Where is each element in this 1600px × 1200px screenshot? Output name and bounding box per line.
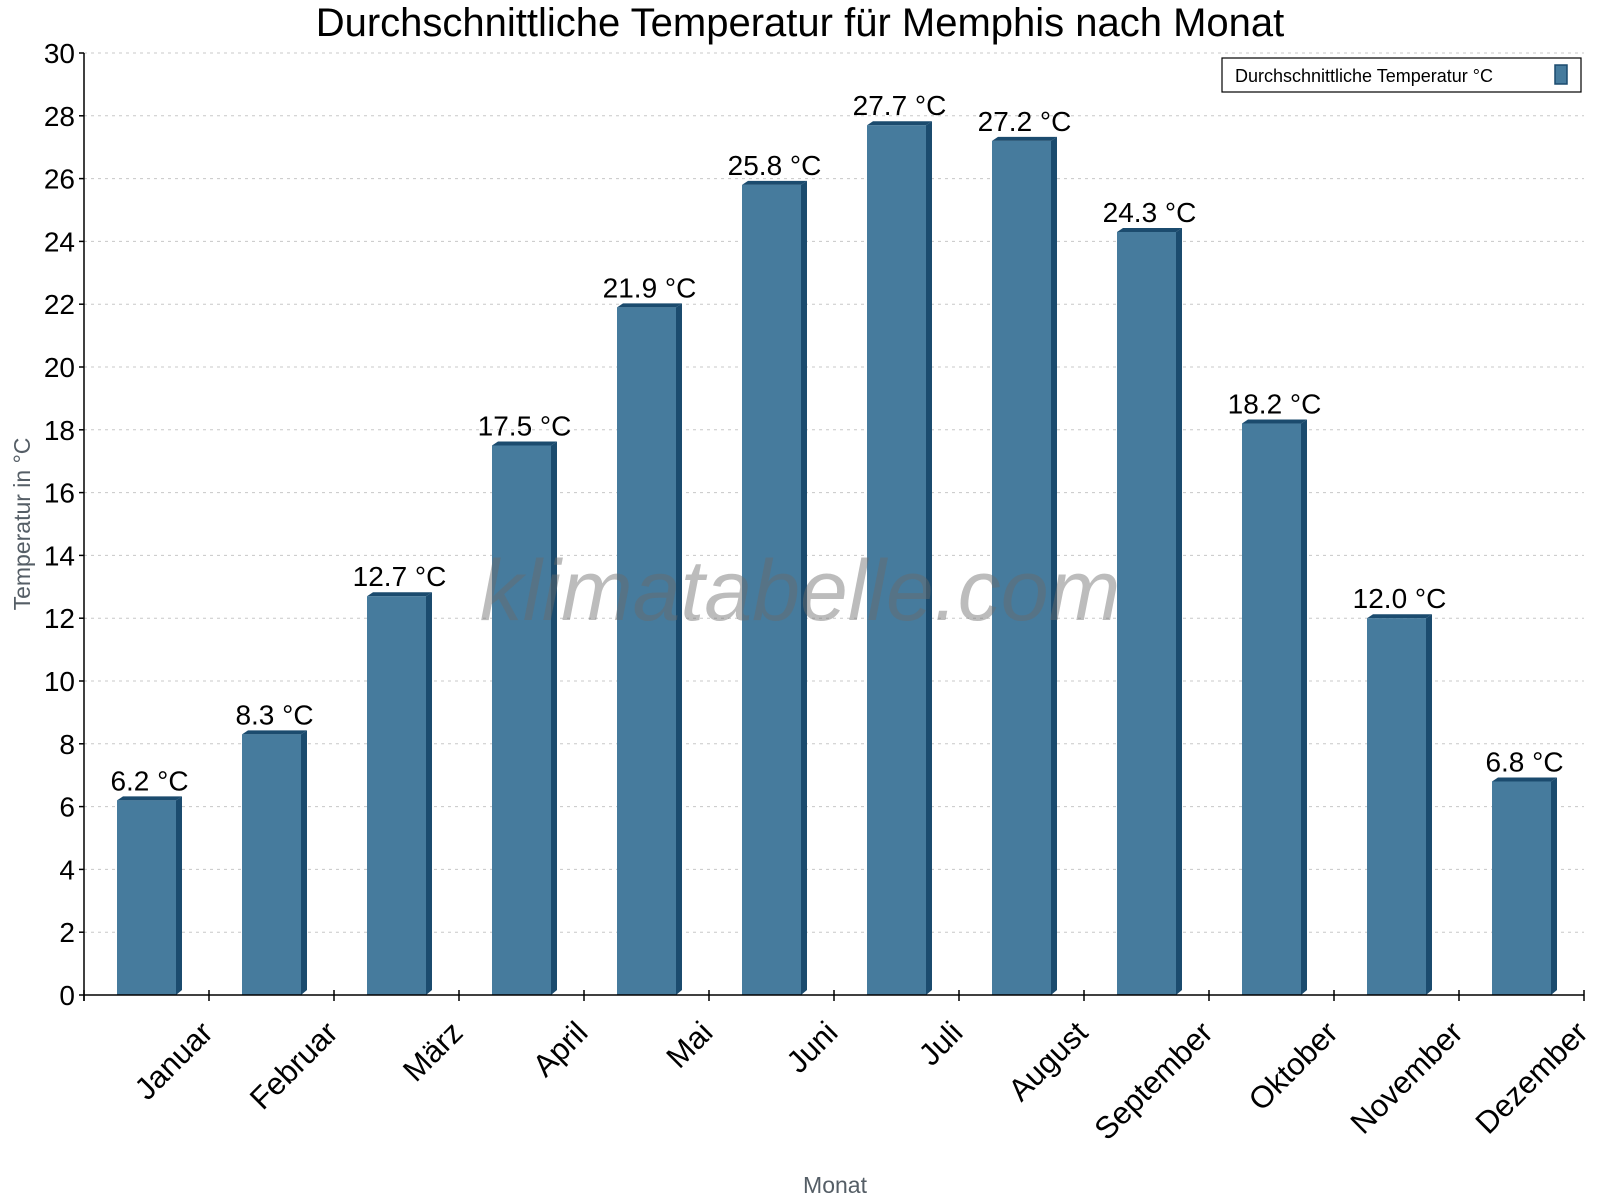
x-tick-label: März — [396, 1015, 469, 1088]
y-tick-label: 30 — [44, 38, 75, 69]
bar-top — [867, 121, 932, 126]
bar-top — [1367, 614, 1432, 619]
bar — [742, 184, 801, 995]
bar — [1492, 781, 1551, 995]
data-label: 27.7 °C — [853, 90, 947, 121]
y-tick-label: 2 — [59, 917, 75, 948]
bar-side — [1551, 777, 1557, 995]
x-tick-label: August — [1001, 1014, 1094, 1107]
data-label: 24.3 °C — [1103, 197, 1197, 228]
y-tick-label: 6 — [59, 792, 75, 823]
bar-top — [492, 441, 557, 446]
legend-label: Durchschnittliche Temperatur °C — [1235, 66, 1493, 86]
bars: 6.2 °C 8.3 °C 12.7 °C 17.5 °C 21.9 °C 25.8 °C… — [110, 90, 1564, 996]
x-tick-label: Mai — [659, 1015, 719, 1075]
bar-top — [1492, 777, 1557, 782]
y-tick-label: 20 — [44, 352, 75, 383]
bar — [117, 800, 176, 995]
bar-side — [1426, 614, 1432, 995]
y-tick-label: 26 — [44, 164, 75, 195]
y-tick-label: 0 — [59, 980, 75, 1011]
bar-side — [676, 303, 682, 996]
y-tick-label: 10 — [44, 666, 75, 697]
y-tick-label: 22 — [44, 289, 75, 320]
bar — [1367, 618, 1426, 995]
y-tick-label: 14 — [44, 540, 75, 571]
bar-top — [1117, 227, 1182, 232]
x-tick-label: Oktober — [1242, 1015, 1345, 1118]
x-tick-label: November — [1344, 1015, 1470, 1141]
grid-lines — [84, 52, 1584, 933]
data-label: 6.8 °C — [1485, 746, 1563, 777]
bar — [492, 445, 551, 995]
x-tick-label: Februar — [243, 1015, 345, 1117]
legend-box — [1221, 57, 1582, 93]
x-tick-label: Juni — [780, 1015, 845, 1080]
bar-side — [801, 180, 807, 995]
bar — [242, 734, 301, 995]
data-label: 17.5 °C — [478, 411, 572, 442]
y-tick-label: 8 — [59, 729, 75, 760]
bar-top — [367, 592, 432, 597]
bar-side — [1176, 227, 1182, 996]
chart-title: Durchschnittliche Temperatur für Memphis… — [316, 1, 1285, 45]
data-label: 12.0 °C — [1353, 583, 1447, 614]
bar — [1117, 231, 1176, 996]
legend: Durchschnittliche Temperatur °C — [1221, 57, 1582, 93]
data-label: 6.2 °C — [110, 765, 188, 796]
y-tick-label: 16 — [44, 478, 75, 509]
y-tick-label: 28 — [44, 101, 75, 132]
bar-side — [176, 796, 182, 995]
bar-side — [551, 441, 557, 995]
bar-side — [1051, 136, 1057, 996]
data-label: 25.8 °C — [728, 150, 822, 181]
bar-top — [617, 303, 682, 308]
data-label: 12.7 °C — [353, 561, 447, 592]
data-label: 18.2 °C — [1228, 389, 1322, 420]
bar-top — [992, 136, 1057, 141]
bar-top — [117, 796, 182, 801]
bar-side — [301, 730, 307, 995]
y-tick-label: 24 — [44, 226, 75, 257]
x-tick-label: Dezember — [1469, 1015, 1595, 1141]
y-tick-label: 12 — [44, 603, 75, 634]
bar-top — [242, 730, 307, 735]
data-label: 21.9 °C — [603, 272, 697, 303]
bar — [992, 140, 1051, 996]
y-axis-label: Temperatur in °C — [9, 438, 35, 611]
legend-swatch — [1554, 64, 1568, 85]
bar-top — [1242, 419, 1307, 424]
x-axis-label: Monat — [803, 1172, 868, 1198]
watermark: klimatabelle.com — [480, 543, 1120, 639]
bar-top — [742, 180, 807, 185]
bar — [617, 307, 676, 996]
bar-side — [1301, 419, 1307, 995]
x-tick-label: April — [526, 1015, 595, 1084]
y-tick-label: 18 — [44, 415, 75, 446]
x-tick-label: Juli — [912, 1015, 970, 1073]
bar-side — [926, 121, 932, 996]
x-tick-label: September — [1088, 1015, 1220, 1147]
x-tick-label: Januar — [128, 1015, 220, 1107]
bar — [1242, 423, 1301, 995]
data-label: 8.3 °C — [235, 699, 313, 730]
bar — [867, 125, 926, 996]
data-label: 27.2 °C — [978, 106, 1072, 137]
y-tick-label: 4 — [59, 854, 75, 885]
bar — [367, 596, 426, 995]
bar-side — [426, 592, 432, 995]
